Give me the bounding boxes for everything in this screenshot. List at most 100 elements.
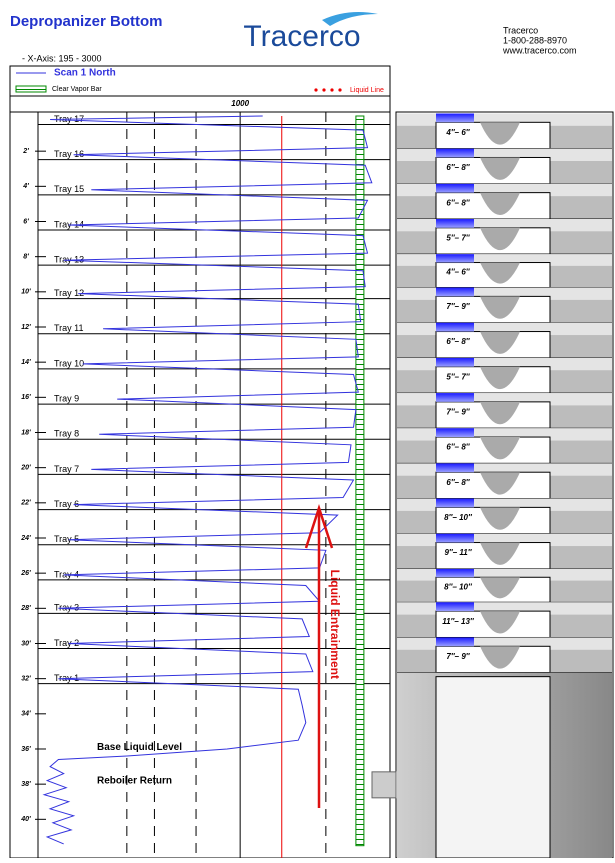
tray-label: Tray 8 <box>54 429 79 439</box>
tray-label: Tray 4 <box>54 569 79 579</box>
downcomer <box>480 401 520 425</box>
y-tick-label: 18' <box>21 429 31 436</box>
legend-dot <box>330 88 334 92</box>
downcomer <box>480 122 520 145</box>
liquid-height: 6″– 8″ <box>446 443 470 452</box>
tray-label: Tray 7 <box>54 464 79 474</box>
liquid-blue <box>436 357 474 367</box>
legend-label: Scan 1 North <box>54 68 116 79</box>
y-tick-label: 4' <box>22 183 29 190</box>
tray-top <box>397 254 612 266</box>
logo-swoosh <box>322 12 378 26</box>
y-tick-label: 28' <box>20 605 31 612</box>
liquid-height: 6″– 8″ <box>446 478 470 487</box>
liquid-height: 5″– 7″ <box>446 233 470 242</box>
tray-label: Tray 15 <box>54 184 84 194</box>
tray-label: Tray 5 <box>54 534 79 544</box>
legend-dot <box>338 88 342 92</box>
liquid-height: 4″– 6″ <box>445 128 470 137</box>
downcomer <box>480 542 520 565</box>
liquid-height: 8″– 10″ <box>444 582 473 591</box>
liquid-blue <box>436 498 474 508</box>
liquid-blue <box>436 254 474 263</box>
liquid-blue <box>436 428 474 438</box>
y-tick-label: 40' <box>20 816 31 823</box>
downcomer <box>480 366 520 390</box>
downcomer <box>480 507 520 530</box>
y-tick-label: 32' <box>21 675 31 682</box>
tray-label: Tray 6 <box>54 499 79 509</box>
tray-label: Tray 16 <box>54 149 84 159</box>
downcomer <box>480 157 520 180</box>
liquid-blue <box>436 533 474 543</box>
scan-line <box>42 115 373 845</box>
x-tick-label: 1000 <box>231 99 249 108</box>
liquid-height: 9″– 11″ <box>444 548 472 557</box>
y-tick-label: 34' <box>21 711 31 718</box>
vapor-bar <box>355 115 365 847</box>
liquid-blue <box>436 463 474 473</box>
liquid-blue <box>436 322 474 332</box>
liquid-height: 11″– 13″ <box>442 617 475 626</box>
downcomer <box>480 262 520 284</box>
downcomer <box>480 472 520 495</box>
liquid-height: 6″– 8″ <box>446 337 470 346</box>
tray-label: Tray 2 <box>54 638 79 648</box>
liquid-blue <box>436 602 474 612</box>
y-tick-label: 12' <box>21 324 31 331</box>
downcomer <box>480 192 520 216</box>
annotation: Reboiler Return <box>97 775 172 786</box>
legend-dot <box>322 88 326 92</box>
liquid-height: 6″– 8″ <box>446 198 470 207</box>
liquid-height: 8″– 10″ <box>444 513 473 522</box>
legend-label: Liquid Line <box>350 87 384 94</box>
tray-label: Tray 9 <box>54 393 79 403</box>
liquid-blue <box>436 183 474 193</box>
liquid-height: 4″– 6″ <box>445 268 470 277</box>
liquid-height: 6″– 8″ <box>446 163 470 172</box>
y-tick-label: 14' <box>21 359 31 366</box>
liquid-height: 7″– 9″ <box>446 302 470 311</box>
liquid-blue <box>436 219 474 228</box>
downcomer <box>480 577 520 599</box>
y-tick-label: 2' <box>22 148 29 155</box>
sump-inner <box>435 676 551 859</box>
y-tick-label: 20' <box>20 465 31 472</box>
annotation: Liquid Entrainment <box>328 570 342 679</box>
logo: Tracerco <box>243 20 360 53</box>
legend-dot <box>314 88 318 92</box>
liquid-blue <box>436 148 474 158</box>
downcomer <box>480 296 520 319</box>
tray-label: Tray 12 <box>54 288 84 298</box>
tray-top <box>397 568 612 581</box>
tray-label: Tray 14 <box>54 219 84 229</box>
tray-label: Tray 11 <box>54 323 84 333</box>
y-tick-label: 36' <box>21 746 31 753</box>
downcomer <box>480 646 520 669</box>
liquid-blue <box>436 637 474 647</box>
y-tick-label: 10' <box>21 289 31 296</box>
liquid-height: 5″– 7″ <box>446 372 470 381</box>
liquid-blue <box>436 568 474 578</box>
downcomer <box>480 331 520 354</box>
downcomer <box>480 227 520 251</box>
contact: Tracerco <box>503 25 538 35</box>
downcomer <box>480 437 520 460</box>
liquid-height: 7″– 9″ <box>446 652 470 661</box>
y-tick-label: 38' <box>21 781 31 788</box>
liquid-blue <box>436 393 474 402</box>
title: Depropanizer Bottom <box>10 13 163 30</box>
y-tick-label: 22' <box>20 500 31 507</box>
tray-label: Tray 13 <box>54 255 84 265</box>
axis-note: - X-Axis: 195 - 3000 <box>22 53 102 63</box>
y-tick-label: 30' <box>21 640 31 647</box>
y-tick-label: 6' <box>23 218 29 225</box>
downcomer <box>480 611 520 634</box>
legend-label: Clear Vapor Bar <box>52 86 102 93</box>
y-tick-label: 16' <box>21 394 31 401</box>
contact: www.tracerco.com <box>502 45 577 55</box>
y-tick-label: 24' <box>20 535 31 542</box>
liquid-blue <box>436 113 474 123</box>
plot-frame <box>9 95 391 859</box>
